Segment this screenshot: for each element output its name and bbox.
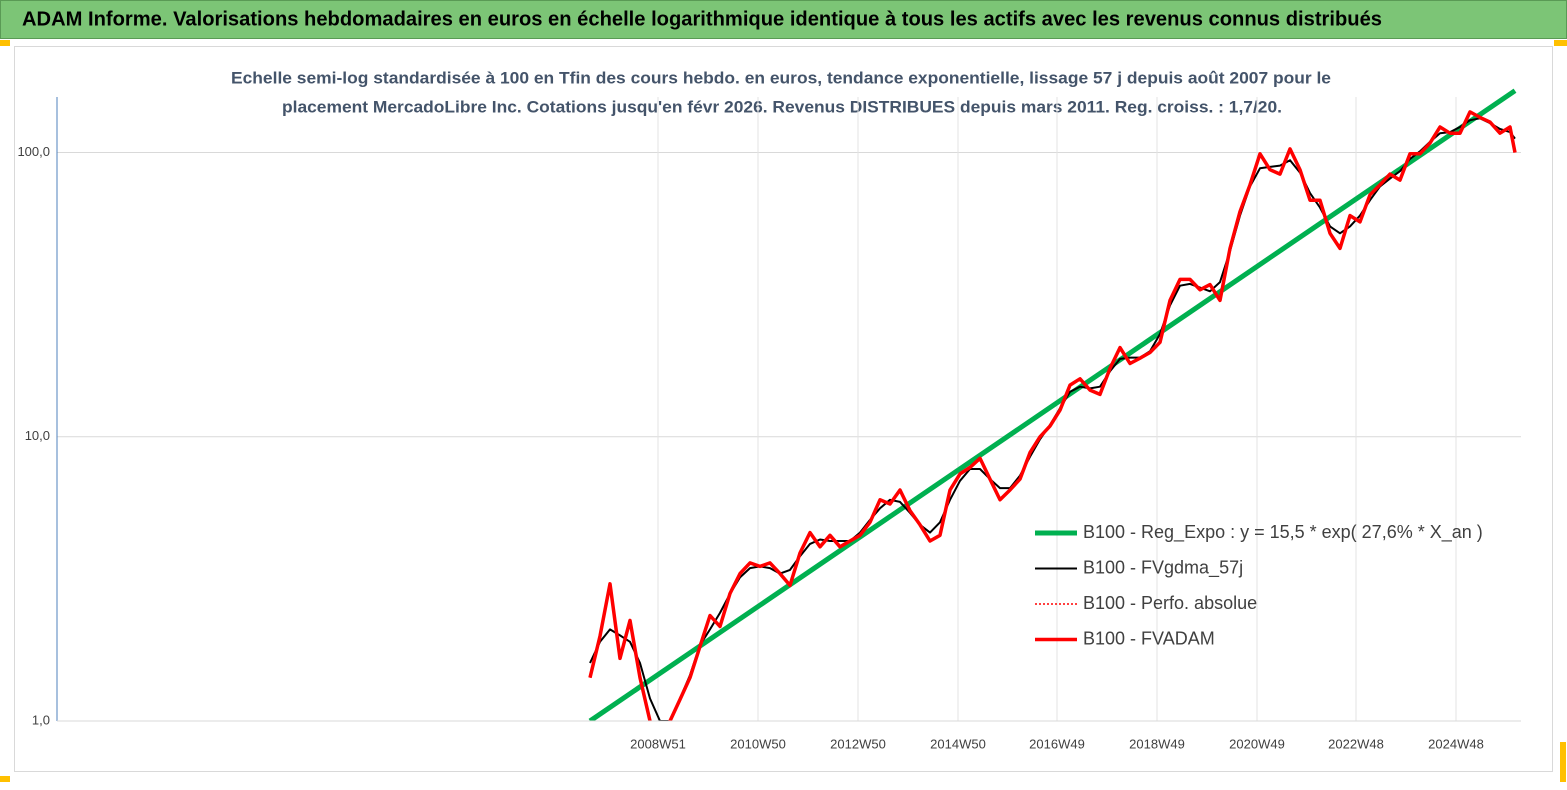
chart-frame [14, 46, 1553, 772]
legend-label: B100 - Perfo. absolue [1083, 593, 1257, 613]
chart-subtitle: placement MercadoLibre Inc. Cotations ju… [282, 97, 1282, 116]
legend-label: B100 - FVADAM [1083, 628, 1215, 648]
legend-label: B100 - FVgdma_57j [1083, 557, 1243, 578]
x-tick-label: 2016W49 [1029, 736, 1085, 751]
y-tick-label: 10,0 [25, 428, 50, 443]
corner [1560, 742, 1566, 782]
x-tick-label: 2014W50 [930, 736, 986, 751]
corner [0, 40, 10, 46]
x-tick-label: 2010W50 [730, 736, 786, 751]
plot-area [588, 88, 1517, 721]
chart-subtitle: Echelle semi-log standardisée à 100 en T… [231, 68, 1331, 87]
chart-title: ADAM Informe. Valorisations hebdomadaire… [22, 8, 1382, 30]
corner [0, 776, 10, 782]
axes: 1,0 10,0 100,0 2008W51 2010W50 2012W50 2014W50… [17, 97, 1521, 751]
header-bar [0, 0, 1567, 39]
legend-label: B100 - Reg_Expo : y = 15,5 * exp( 27,6% … [1083, 522, 1483, 543]
series-line [588, 88, 1517, 721]
x-tick-label: 2022W48 [1328, 736, 1384, 751]
y-tick-label: 100,0 [17, 144, 50, 159]
x-tick-label: 2012W50 [830, 736, 886, 751]
x-tick-label: 2018W49 [1129, 736, 1185, 751]
series-line [588, 110, 1517, 721]
grid [57, 97, 1521, 722]
y-tick-label: 1,0 [32, 712, 50, 727]
corner [1554, 40, 1567, 46]
x-tick-label: 2008W51 [630, 736, 686, 751]
x-tick-label: 2020W49 [1229, 736, 1285, 751]
x-tick-label: 2024W48 [1428, 736, 1484, 751]
